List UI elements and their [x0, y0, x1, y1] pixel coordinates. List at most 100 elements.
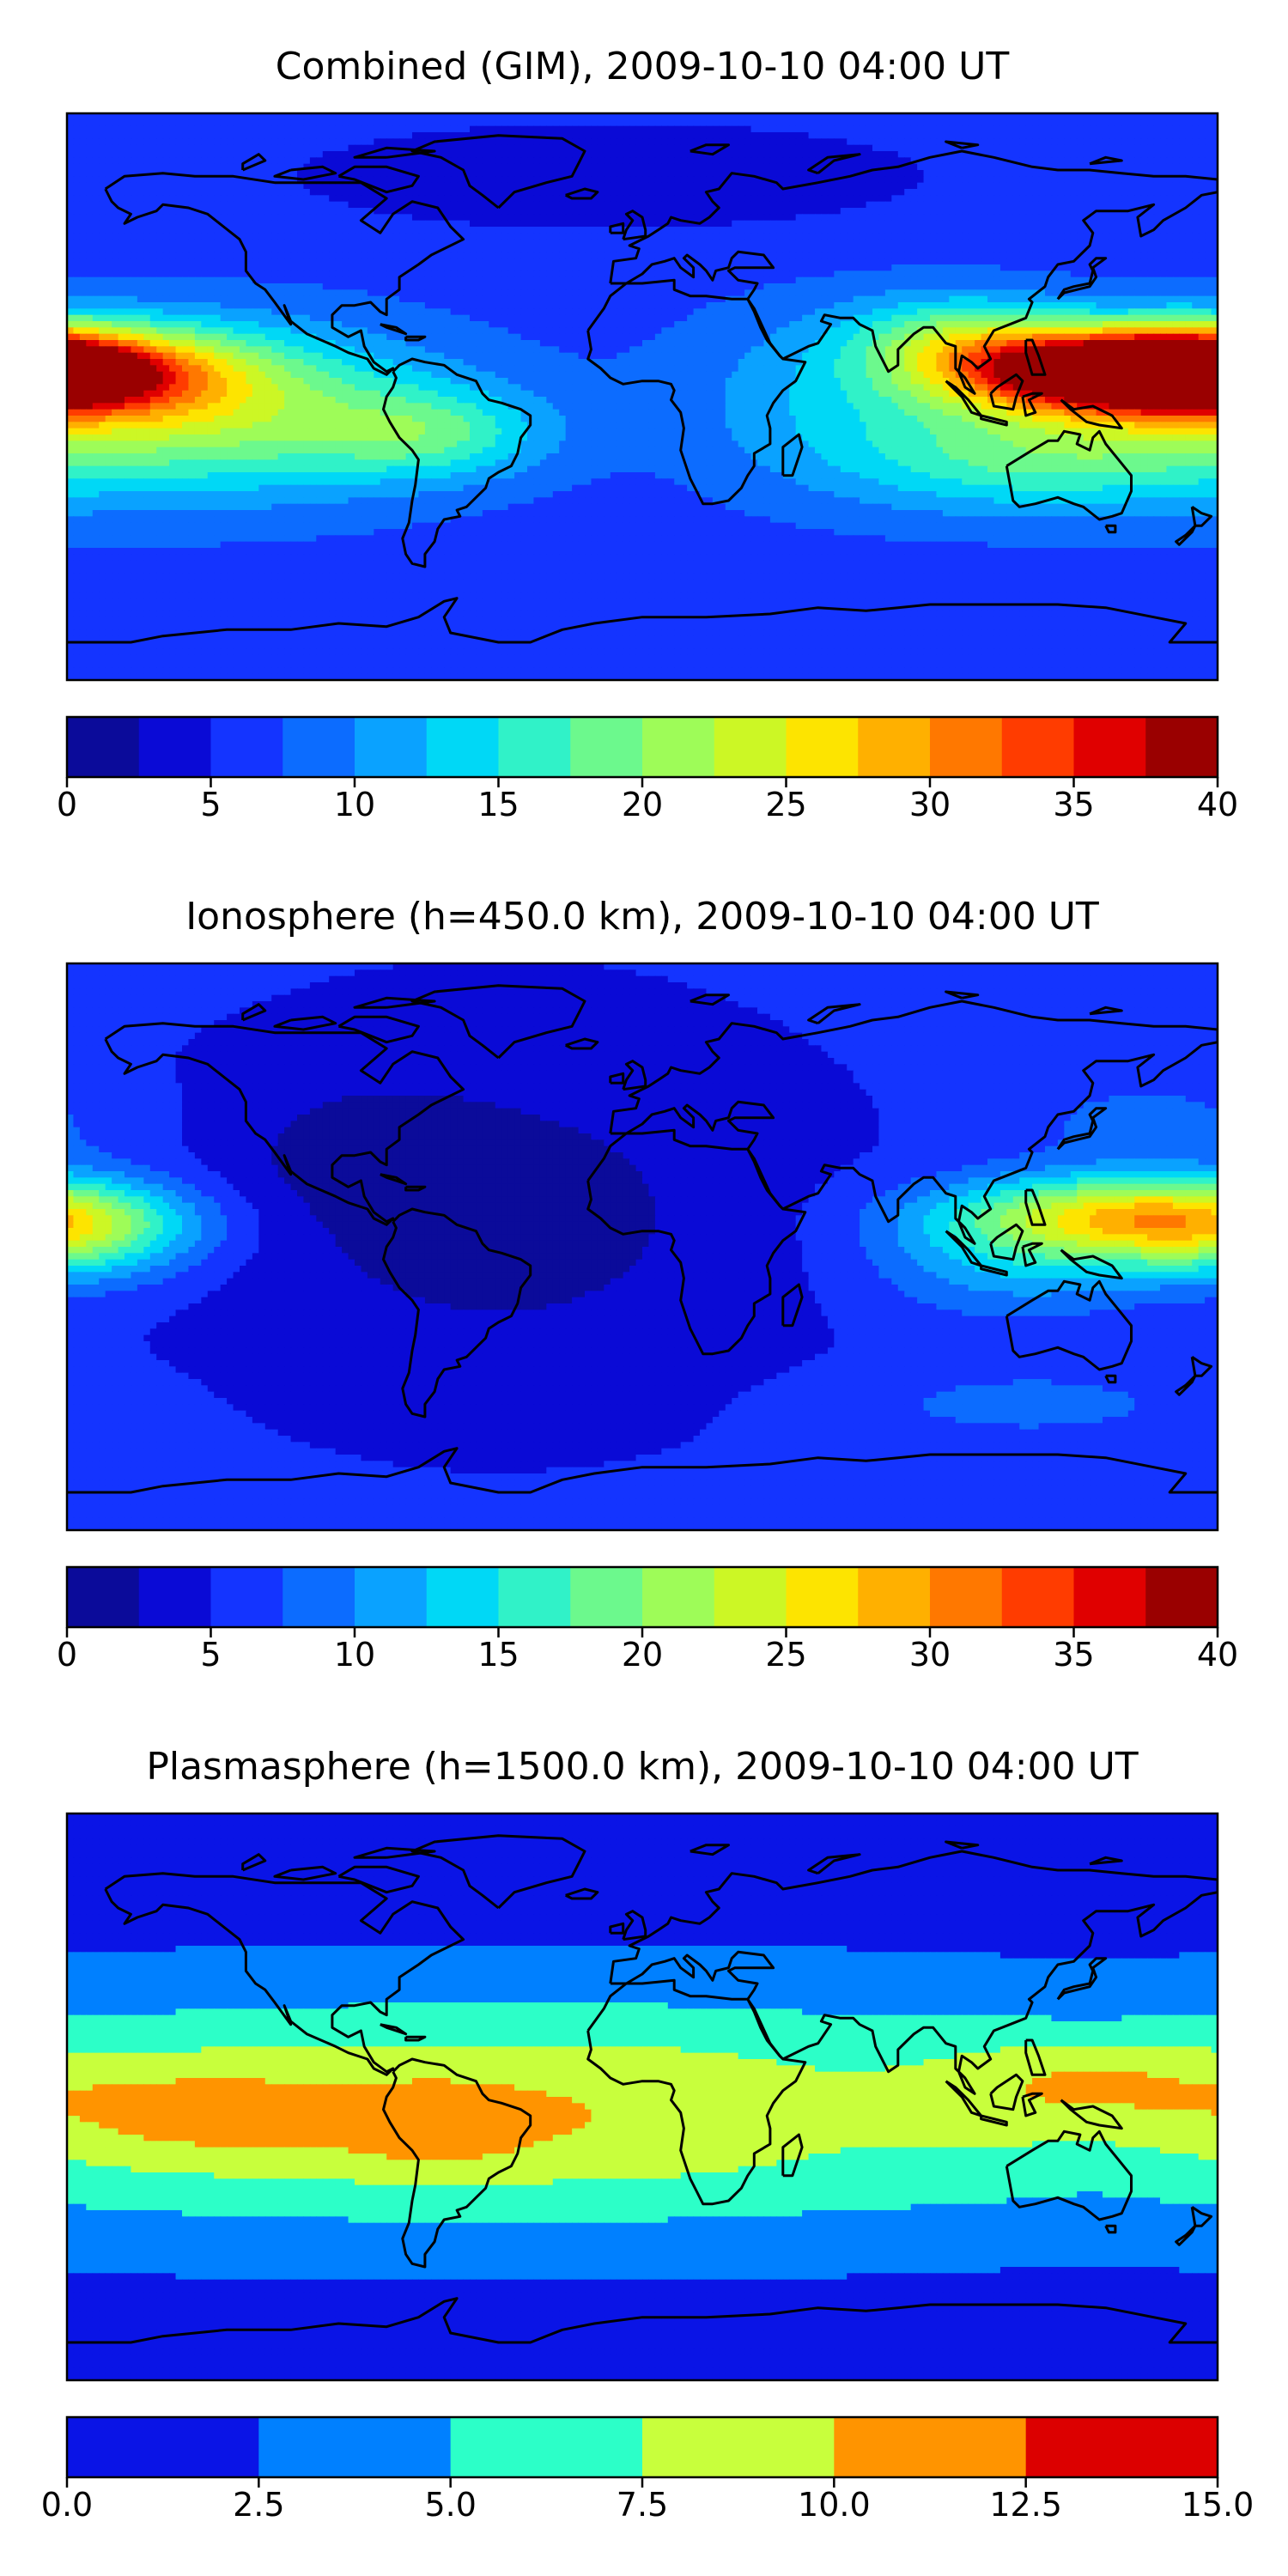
field-cell: [597, 252, 605, 259]
field-cell: [750, 132, 758, 139]
field-cell: [884, 239, 892, 246]
field-cell: [303, 214, 311, 222]
field-cell: [795, 151, 803, 158]
field-cell: [309, 264, 317, 271]
field-cell: [169, 264, 177, 271]
field-cell: [533, 125, 541, 133]
field-cell: [738, 220, 745, 228]
field-cell: [258, 239, 266, 246]
field-cell: [949, 258, 957, 265]
field-cell: [674, 239, 682, 246]
field-cell: [246, 138, 253, 146]
field-cell: [884, 264, 892, 271]
field-cell: [412, 258, 420, 265]
field-cell: [137, 163, 144, 171]
field-cell: [597, 189, 605, 196]
field-cell: [1096, 138, 1103, 146]
field-cell: [808, 119, 816, 127]
field-cell: [125, 258, 132, 265]
field-cell: [930, 283, 938, 290]
field-cell: [1083, 201, 1091, 209]
field-cell: [495, 227, 502, 234]
field-cell: [1134, 163, 1142, 171]
field-cell: [1057, 220, 1065, 228]
field-cell: [712, 157, 720, 165]
field-cell: [482, 220, 489, 228]
field-cell: [1045, 176, 1053, 184]
field-cell: [687, 246, 695, 252]
field-cell: [188, 151, 196, 158]
field-cell: [975, 264, 982, 271]
field-cell: [1211, 182, 1218, 190]
field-cell: [834, 258, 841, 265]
field-cell: [559, 170, 567, 177]
field-cell: [450, 113, 458, 120]
field-cell: [750, 214, 758, 222]
field-cell: [1006, 264, 1014, 271]
field-cell: [949, 157, 957, 165]
field-cell: [1051, 125, 1059, 133]
field-cell: [329, 270, 337, 278]
field-cell: [482, 144, 489, 152]
field-cell: [143, 214, 151, 222]
field-cell: [520, 276, 528, 284]
field-cell: [1185, 264, 1193, 271]
field-cell: [392, 214, 400, 222]
field-cell: [342, 276, 349, 284]
field-cell: [175, 233, 183, 240]
field-cell: [578, 283, 586, 290]
field-cell: [687, 214, 695, 222]
field-cell: [188, 283, 196, 290]
field-cell: [162, 220, 170, 228]
field-cell: [987, 276, 995, 284]
field-cell: [342, 239, 349, 246]
field-cell: [578, 189, 586, 196]
field-cell: [769, 157, 777, 165]
field-cell: [706, 208, 714, 215]
field-cell: [405, 264, 413, 271]
field-cell: [1172, 220, 1180, 228]
field-cell: [821, 170, 829, 177]
field-cell: [520, 189, 528, 196]
field-cell: [1096, 119, 1103, 127]
field-cell: [495, 113, 502, 120]
field-cell: [1070, 176, 1078, 184]
field-cell: [431, 283, 439, 290]
field-cell: [1019, 195, 1027, 203]
field-cell: [1121, 182, 1129, 190]
field-cell: [1205, 151, 1212, 158]
field-cell: [827, 113, 835, 120]
field-cell: [917, 138, 925, 146]
field-cell: [322, 125, 330, 133]
field-cell: [1192, 113, 1200, 120]
field-cell: [782, 189, 790, 196]
field-cell: [866, 163, 873, 171]
field-cell: [507, 270, 515, 278]
field-cell: [610, 125, 617, 133]
field-cell: [1127, 270, 1135, 278]
field-cell: [917, 189, 925, 196]
field-cell: [227, 182, 234, 190]
field-cell: [1172, 170, 1180, 177]
field-cell: [610, 176, 617, 184]
field-cell: [930, 113, 938, 120]
field-cell: [131, 276, 138, 284]
field-cell: [86, 220, 94, 228]
field-cell: [642, 258, 650, 265]
field-cell: [559, 138, 567, 146]
field-cell: [962, 176, 969, 184]
field-cell: [981, 138, 988, 146]
field-cell: [322, 157, 330, 165]
field-cell: [674, 246, 682, 252]
field-cell: [897, 195, 905, 203]
field-cell: [137, 264, 144, 271]
field-cell: [514, 195, 522, 203]
field-cell: [227, 246, 234, 252]
field-cell: [169, 233, 177, 240]
field-cell: [277, 252, 285, 259]
field-cell: [821, 270, 829, 278]
field-cell: [175, 138, 183, 146]
field-cell: [629, 252, 637, 259]
field-cell: [252, 201, 259, 209]
field-cell: [520, 113, 528, 120]
